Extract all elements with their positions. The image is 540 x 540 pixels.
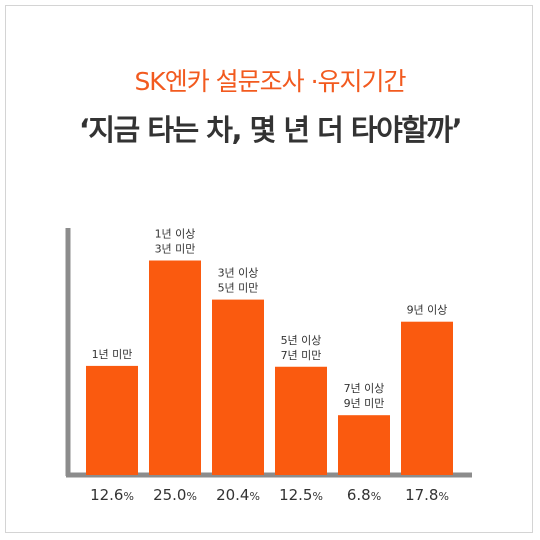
chart-subtitle: SK엔카 설문조사 ·유지기간 — [134, 67, 406, 96]
bar-1 — [86, 365, 138, 475]
bar-3 — [212, 299, 264, 475]
chart-title: ‘지금 타는 차, 몇 년 더 타야할까’ — [78, 113, 463, 147]
category-label-5: 7년 이상 — [344, 382, 385, 395]
category-label-4: 5년 이상 — [281, 334, 322, 347]
bar-4 — [275, 366, 327, 475]
bar-5 — [338, 415, 390, 475]
bar-2 — [149, 260, 201, 475]
value-label-4: 12.5% — [279, 486, 323, 504]
category-label-6: 9년 이상 — [407, 304, 448, 317]
bar-6 — [401, 321, 453, 475]
category-label-2: 1년 이상 — [155, 228, 196, 241]
category-label-2: 3년 미만 — [155, 243, 196, 256]
value-label-6: 17.8% — [405, 486, 449, 504]
value-label-2: 25.0% — [153, 486, 197, 504]
value-label-5: 6.8% — [347, 486, 381, 504]
category-label-3: 3년 이상 — [218, 267, 259, 280]
category-label-4: 7년 미만 — [281, 349, 322, 362]
value-label-3: 20.4% — [216, 486, 260, 504]
category-label-3: 5년 미만 — [218, 282, 259, 295]
category-label-5: 9년 미만 — [344, 397, 385, 410]
category-label-1: 1년 미만 — [92, 348, 133, 361]
value-label-1: 12.6% — [90, 486, 134, 504]
